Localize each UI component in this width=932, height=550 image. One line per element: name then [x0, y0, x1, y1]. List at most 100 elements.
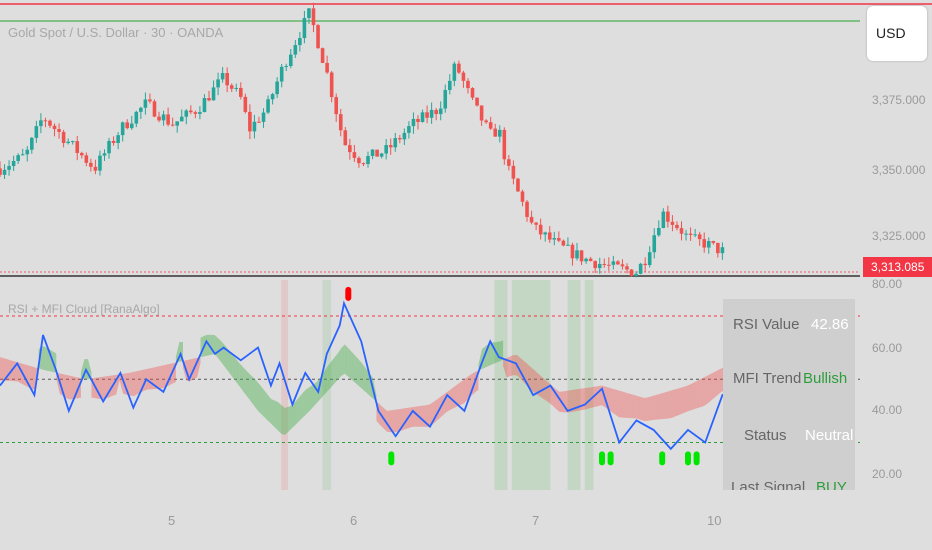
candle [407, 126, 411, 133]
candle [393, 138, 398, 148]
candle [607, 264, 611, 266]
cloud-segment [260, 385, 264, 417]
cloud-segment [664, 391, 669, 419]
candle [656, 227, 661, 236]
table-label-signal: Last Signal [731, 479, 806, 490]
candle [211, 87, 216, 101]
currency-button[interactable]: USD [867, 6, 927, 61]
candle [20, 154, 25, 156]
cloud-segment [464, 376, 468, 403]
candle [189, 110, 193, 113]
table-label-status: Status [744, 427, 787, 444]
candle [688, 233, 693, 235]
cloud-segment [390, 409, 395, 433]
candle [34, 126, 39, 138]
cloud-segment [555, 389, 560, 412]
candle [207, 98, 211, 101]
cloud-segment [365, 368, 370, 396]
candle [684, 233, 688, 235]
candle [488, 122, 493, 129]
candle [161, 114, 166, 121]
cloud-segment [415, 406, 419, 427]
cloud-segment [161, 364, 166, 389]
candle [638, 263, 643, 274]
candle [507, 159, 511, 166]
candle [139, 107, 143, 112]
candle [616, 261, 620, 265]
cloud-segment [714, 370, 718, 398]
candle [352, 152, 357, 158]
candle [588, 258, 593, 262]
candle [634, 273, 638, 276]
buy-signal-marker [607, 451, 614, 466]
candle [438, 108, 443, 115]
candle [2, 169, 7, 175]
mfi-cloud [0, 334, 774, 436]
candle [457, 63, 461, 73]
cloud-segment [281, 405, 285, 436]
cloud-segment [158, 365, 162, 389]
candle [497, 129, 502, 137]
cloud-segment [460, 379, 465, 405]
cloud-segment [650, 395, 655, 421]
candle [125, 122, 130, 129]
buy-signal-marker [388, 451, 395, 466]
candle [602, 263, 607, 265]
cloud-segment [696, 379, 701, 409]
signal-band [281, 280, 289, 490]
candle [629, 269, 634, 276]
cloud-segment [323, 366, 328, 396]
indicator-title: RSI + MFI Cloud [RanaAlgo] [8, 302, 160, 316]
cloud-segment [510, 354, 514, 377]
candle [52, 125, 57, 130]
cloud-segment [594, 386, 599, 407]
candle [116, 135, 120, 144]
candle [102, 153, 107, 156]
candle [243, 96, 248, 112]
cloud-segment [671, 389, 676, 418]
cloud-segment [66, 375, 71, 400]
candle [379, 153, 384, 157]
price-label: 3,325.000 [872, 229, 926, 243]
cloud-segment [489, 342, 493, 366]
cloud-segment [710, 372, 715, 401]
candle [652, 235, 657, 253]
candle [343, 130, 348, 146]
x-axis-label: 10 [707, 513, 722, 528]
cloud-segment [682, 386, 687, 414]
candle [98, 155, 102, 171]
candle [711, 241, 716, 243]
candle [284, 66, 289, 68]
table-label-mfi: MFI Trend [733, 370, 802, 387]
cloud-segment [503, 358, 507, 378]
cloud-segment [422, 405, 426, 427]
cloud-segment [341, 344, 345, 376]
cloud-segment [337, 348, 342, 380]
cloud-segment [3, 358, 8, 381]
cloud-segment [657, 393, 662, 420]
cloud-segment [679, 387, 683, 415]
candle [16, 155, 20, 161]
candle [302, 17, 307, 39]
candle [411, 118, 416, 127]
candle [493, 128, 498, 137]
price-label: 3,350.000 [872, 163, 926, 177]
candle [129, 123, 134, 129]
candle [402, 132, 407, 140]
cloud-segment [545, 379, 549, 403]
candle [670, 221, 675, 225]
buy-signal-marker [693, 451, 700, 466]
cloud-segment [249, 374, 254, 405]
cloud-segment [622, 391, 627, 418]
candle [202, 98, 207, 113]
cloud-segment [531, 367, 535, 394]
candle [143, 99, 148, 108]
candle [647, 252, 652, 266]
candle [184, 110, 189, 117]
cloud-segment [274, 400, 278, 431]
candle [570, 244, 575, 259]
candle [693, 234, 697, 236]
cloud-segment [686, 384, 690, 413]
